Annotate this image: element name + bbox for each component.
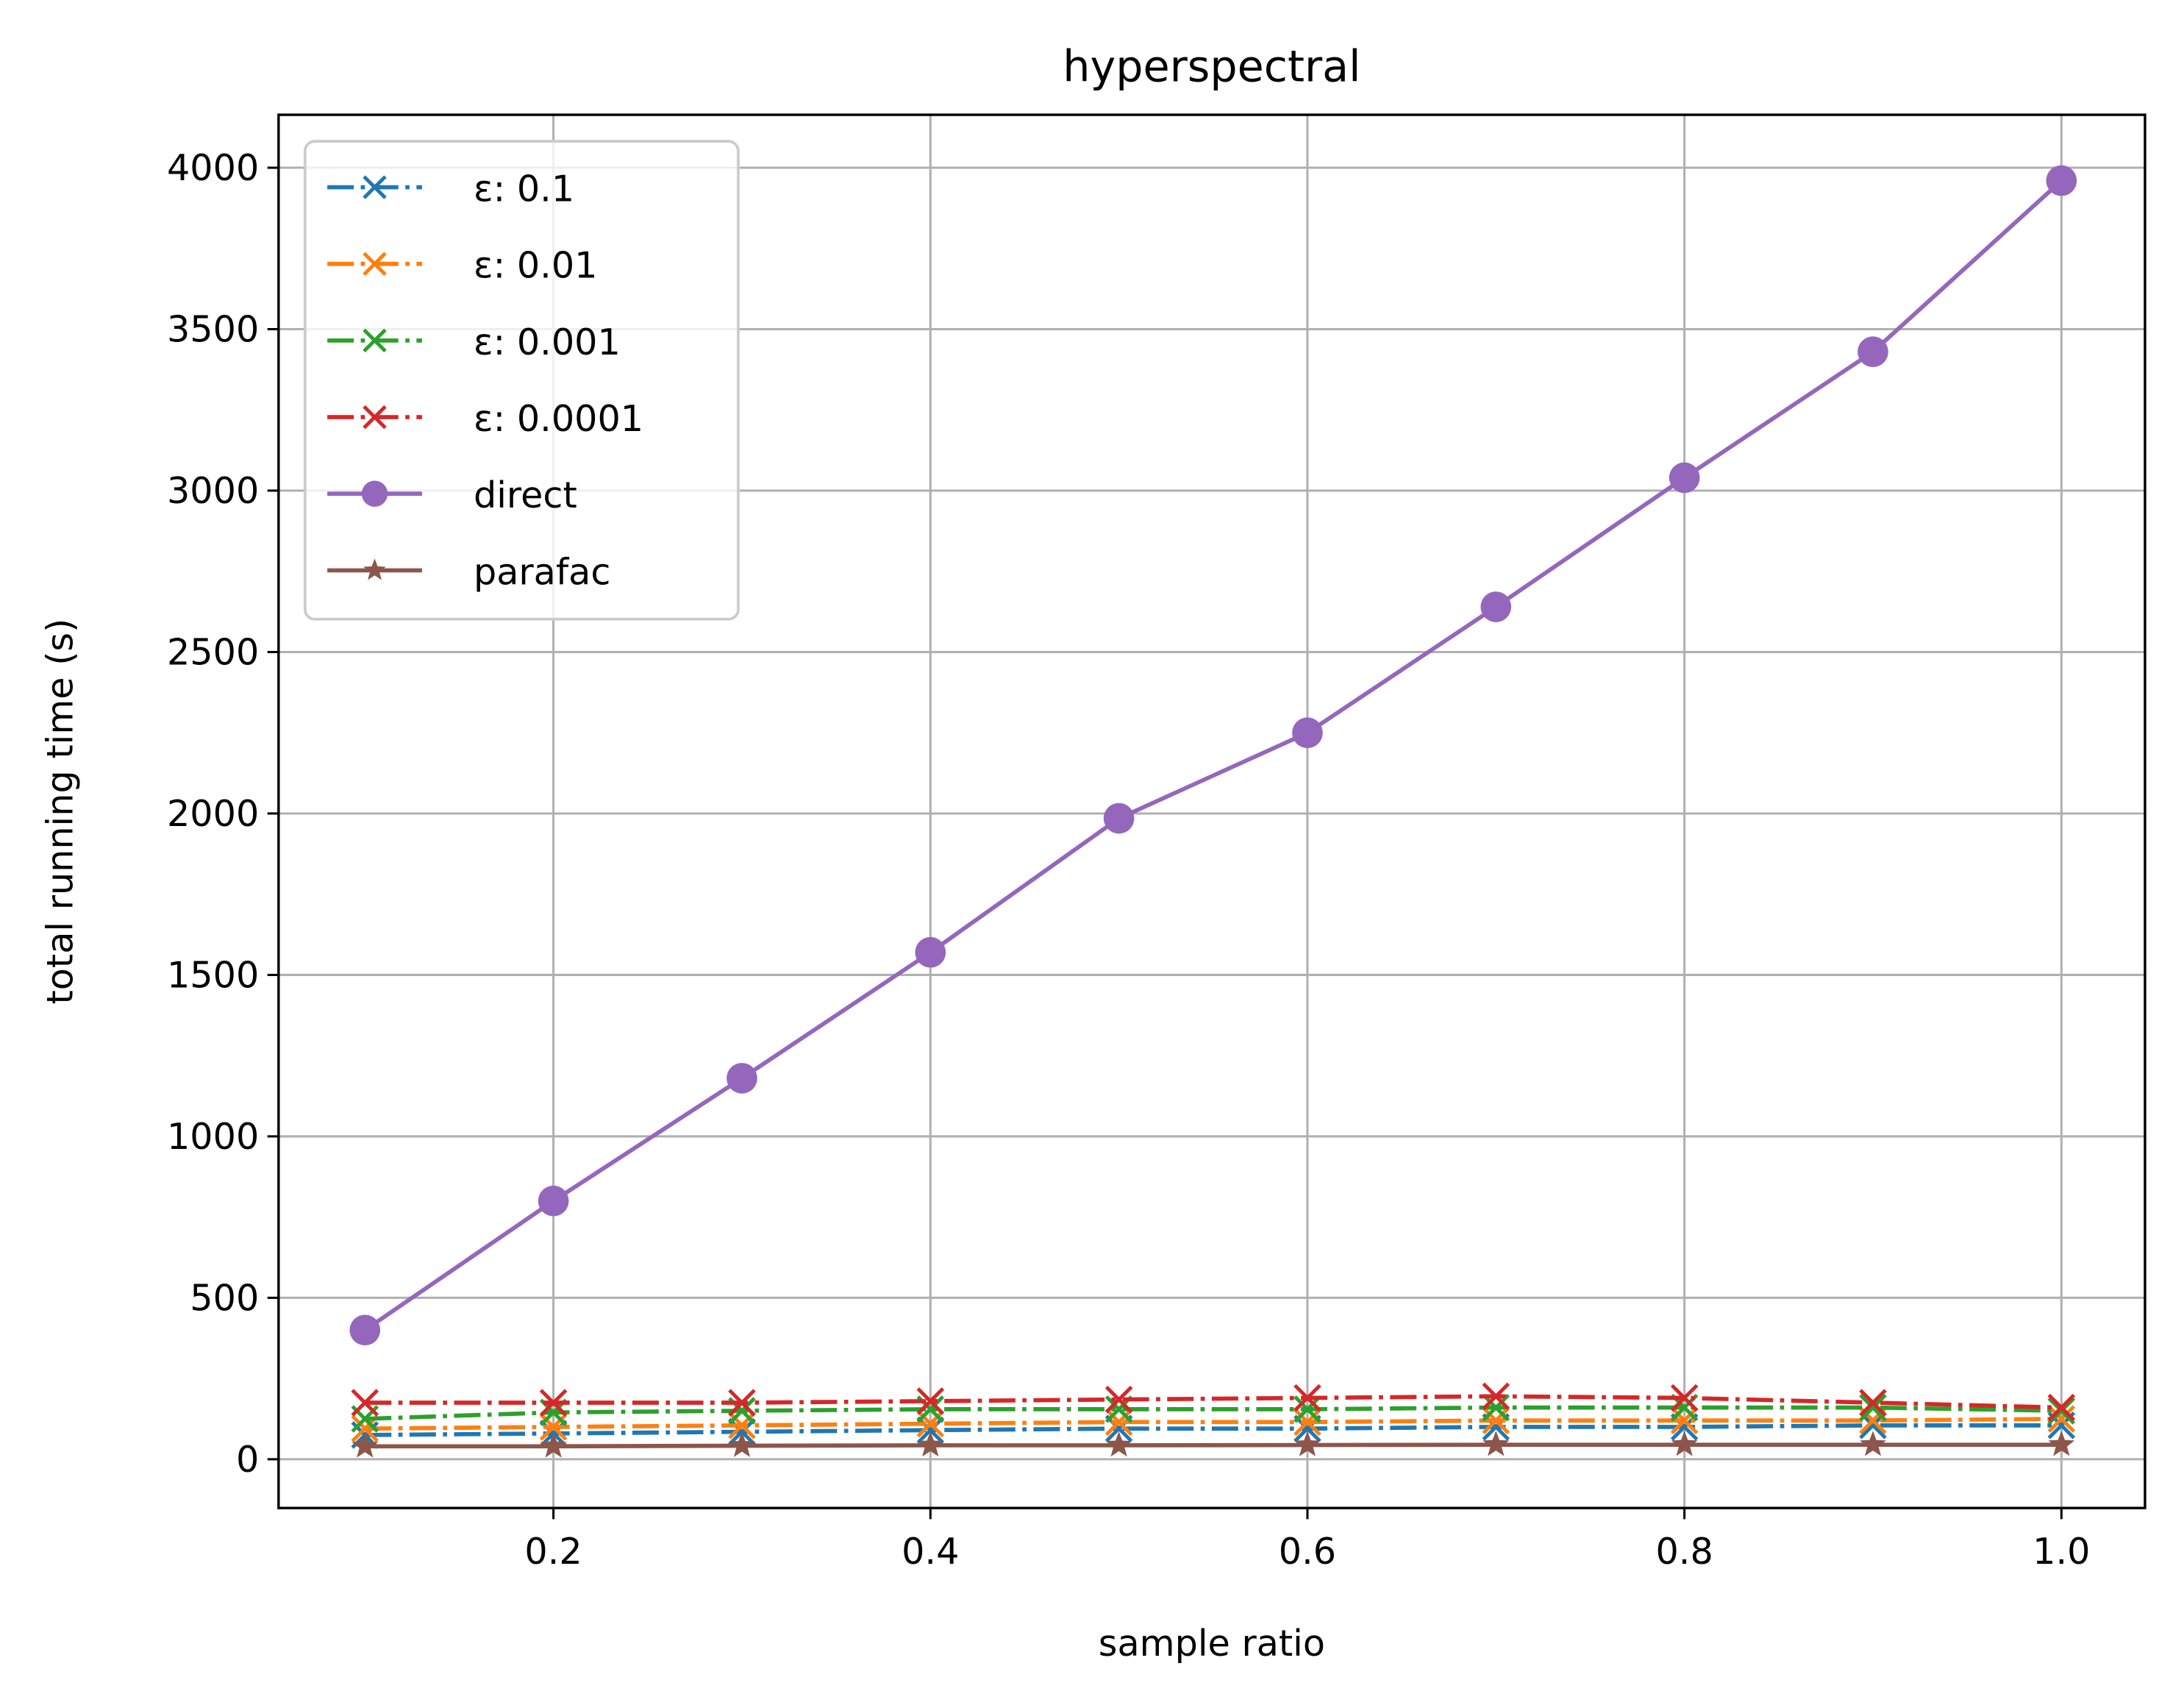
- y-axis-ticks: 0 500 1000 1500 2000 2500 3000 3500 4000: [167, 146, 279, 1481]
- y-tick-label: 500: [190, 1276, 259, 1319]
- x-marker-icon: [1670, 1384, 1699, 1412]
- series-line: [365, 1423, 2062, 1437]
- star-marker-icon: [729, 1431, 755, 1457]
- x-marker-icon: [2047, 1393, 2076, 1422]
- legend-label: ε: 0.0001: [474, 397, 643, 440]
- x-marker-icon: [916, 1387, 945, 1415]
- circle-marker-icon: [1292, 717, 1323, 749]
- star-marker-icon: [1105, 1431, 1132, 1457]
- x-marker-icon: [1293, 1395, 1321, 1423]
- circle-marker-icon: [2046, 165, 2077, 196]
- legend-item: ε: 0.001: [327, 321, 621, 363]
- x-marker-icon: [1105, 1385, 1133, 1414]
- x-marker-icon: [351, 1389, 379, 1417]
- legend-item: ε: 0.01: [327, 244, 597, 287]
- data-series: [349, 165, 2077, 1458]
- legend-item: parafac: [327, 550, 610, 593]
- x-marker-icon: [1293, 1384, 1321, 1412]
- x-marker-icon: [1859, 1389, 1887, 1417]
- x-marker-icon: [1859, 1393, 1887, 1422]
- y-tick-label: 4000: [167, 146, 259, 189]
- circle-marker-icon: [915, 936, 946, 968]
- x-marker-icon: [1105, 1408, 1133, 1437]
- x-tick-label: 0.2: [524, 1530, 582, 1573]
- x-marker-icon: [1293, 1408, 1321, 1437]
- y-axis-label: total running time (s): [38, 619, 81, 1005]
- star-marker-icon: [1294, 1431, 1321, 1456]
- legend-item: direct: [327, 474, 577, 516]
- x-marker-icon: [1670, 1406, 1699, 1435]
- circle-marker-icon: [1103, 802, 1135, 834]
- series-parafac: [351, 1431, 2075, 1458]
- circle-marker-icon: [349, 1314, 381, 1346]
- legend-item: ε: 0.0001: [327, 397, 643, 440]
- circle-marker-icon: [727, 1063, 757, 1094]
- x-marker-icon: [363, 405, 387, 430]
- star-marker-icon: [1482, 1431, 1510, 1456]
- circle-marker-icon: [538, 1185, 569, 1217]
- x-marker-icon: [363, 328, 387, 353]
- series-line: [365, 1442, 2062, 1449]
- series-line: [363, 179, 2063, 1332]
- star-marker-icon: [351, 1432, 379, 1458]
- legend-label: ε: 0.001: [474, 321, 621, 363]
- x-marker-icon: [2047, 1397, 2076, 1425]
- star-marker-icon: [540, 1432, 567, 1458]
- series-line: [365, 1405, 2062, 1421]
- legend-label: ε: 0.01: [474, 244, 597, 287]
- legend-label: parafac: [474, 550, 610, 593]
- circle-marker-icon: [1858, 336, 1888, 368]
- star-marker-icon: [363, 558, 386, 580]
- x-marker-icon: [363, 175, 387, 199]
- circle-marker-icon: [361, 480, 388, 507]
- series-line: [365, 1417, 2062, 1431]
- legend-label: ε: 0.1: [474, 167, 574, 210]
- x-axis-label: sample ratio: [1099, 1622, 1325, 1665]
- y-tick-label: 1000: [167, 1115, 259, 1158]
- series-direct: [349, 165, 2077, 1346]
- x-axis-ticks: 0.2 0.4 0.6 0.8 1.0: [524, 1508, 2090, 1573]
- legend-label: direct: [474, 474, 577, 516]
- y-tick-label: 3500: [167, 308, 259, 351]
- x-marker-icon: [363, 252, 387, 276]
- x-tick-label: 1.0: [2033, 1530, 2090, 1573]
- series-line: [365, 1394, 2062, 1410]
- star-marker-icon: [1860, 1431, 1887, 1456]
- axes-frame: [277, 113, 2146, 1509]
- y-tick-label: 2000: [167, 792, 259, 835]
- chart-title: hyperspectral: [1063, 42, 1360, 92]
- grid-lines: [278, 115, 2145, 1509]
- circle-marker-icon: [1480, 591, 1512, 622]
- legend-box: [303, 140, 740, 621]
- legend: ε: 0.1 ε: 0.01 ε: 0.001 ε: 0.0001 direct para…: [303, 140, 740, 621]
- x-tick-label: 0.6: [1279, 1530, 1336, 1573]
- x-tick-label: 0.8: [1655, 1530, 1713, 1573]
- x-marker-icon: [2047, 1405, 2076, 1433]
- x-marker-icon: [1482, 1406, 1510, 1435]
- x-marker-icon: [1482, 1393, 1510, 1422]
- y-tick-label: 0: [236, 1438, 259, 1481]
- x-marker-icon: [728, 1389, 756, 1417]
- y-tick-label: 3000: [167, 469, 259, 512]
- circle-marker-icon: [1669, 462, 1700, 494]
- y-tick-label: 1500: [167, 953, 259, 996]
- star-marker-icon: [2048, 1431, 2075, 1456]
- x-marker-icon: [539, 1389, 568, 1417]
- star-marker-icon: [917, 1431, 944, 1457]
- x-marker-icon: [1482, 1382, 1510, 1411]
- legend-item: ε: 0.1: [327, 167, 574, 210]
- series--0-0001: [351, 1382, 2076, 1422]
- y-tick-label: 2500: [167, 631, 259, 674]
- star-marker-icon: [1671, 1431, 1698, 1456]
- x-tick-label: 0.4: [902, 1530, 959, 1573]
